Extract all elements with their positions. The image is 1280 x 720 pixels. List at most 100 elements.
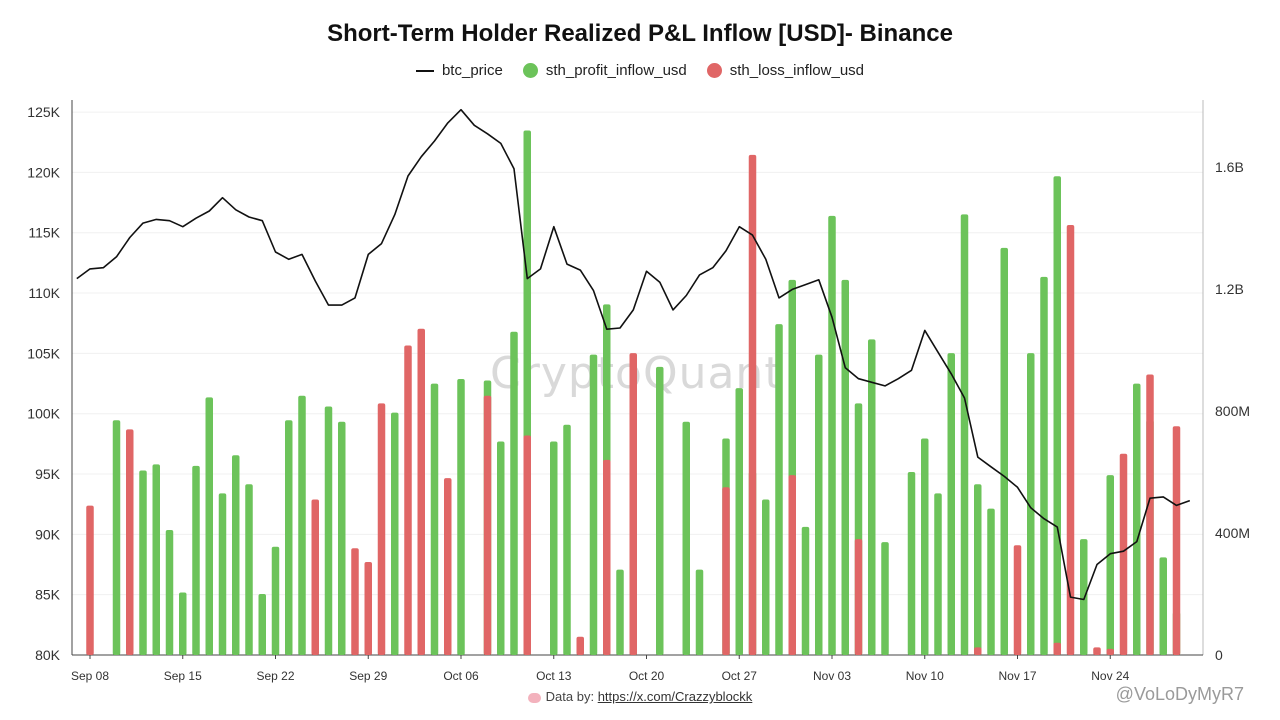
profit-bar: [245, 484, 253, 655]
profit-bar: [881, 542, 889, 655]
profit-bar: [1027, 353, 1035, 655]
profit-bar: [762, 499, 770, 655]
profit-bar: [1040, 276, 1048, 655]
profit-bar: [232, 455, 240, 655]
profit-bar: [165, 529, 174, 655]
profit-bar: [391, 412, 399, 655]
profit-bar: [616, 569, 624, 655]
legend: btc_price sth_profit_inflow_usd sth_loss…: [0, 62, 1280, 79]
loss-bar: [311, 499, 319, 655]
profit-bar: [656, 366, 664, 655]
y-left-tick-label: 85K: [35, 587, 61, 603]
profit-bar: [1000, 247, 1008, 655]
y-right-tick-label: 0: [1215, 647, 1223, 663]
legend-label: sth_loss_inflow_usd: [729, 62, 865, 79]
y-left-tick-label: 115K: [28, 225, 60, 241]
profit-bar: [338, 421, 346, 655]
loss-bar: [444, 478, 452, 655]
x-tick-label: Oct 20: [629, 669, 665, 683]
x-tick-label: Oct 27: [722, 669, 758, 683]
brain-icon: [527, 692, 541, 703]
legend-item-profit[interactable]: sth_profit_inflow_usd: [522, 62, 687, 79]
loss-bar: [364, 561, 372, 655]
profit-bar: [258, 594, 266, 655]
legend-dot-swatch: [522, 63, 538, 78]
y-left-tick-label: 95K: [35, 466, 61, 482]
loss-bar: [1146, 374, 1154, 655]
x-tick-label: Sep 22: [256, 669, 294, 683]
profit-bar: [1159, 557, 1167, 655]
profit-bar: [868, 339, 876, 655]
profit-bar: [192, 465, 200, 655]
legend-line-swatch: [415, 69, 434, 72]
x-tick-label: Sep 08: [71, 669, 109, 683]
loss-bar: [854, 539, 863, 655]
legend-item-btc-price[interactable]: btc_price: [415, 62, 503, 79]
profit-bar: [960, 214, 969, 655]
legend-label: sth_profit_inflow_usd: [545, 62, 687, 79]
profit-bar: [947, 353, 955, 655]
loss-bar: [1172, 426, 1181, 655]
x-tick-label: Nov 03: [813, 669, 851, 683]
profit-bar: [1106, 475, 1114, 655]
footer-link[interactable]: https://x.com/Crazzyblockk: [597, 689, 753, 704]
loss-bar: [722, 487, 730, 655]
profit-bar: [974, 484, 982, 655]
profit-bar: [298, 395, 306, 655]
loss-bar: [404, 345, 412, 655]
profit-bar: [430, 383, 439, 655]
profit-bar: [934, 493, 942, 655]
profit-bar: [801, 526, 810, 655]
profit-bar: [695, 569, 704, 655]
profit-bar: [775, 324, 783, 655]
legend-dot-swatch: [706, 63, 722, 78]
y-left-tick-label: 105K: [27, 345, 60, 361]
x-tick-label: Sep 15: [164, 669, 202, 683]
loss-bar: [1093, 647, 1101, 655]
profit-bar: [324, 406, 333, 655]
profit-bar: [921, 438, 929, 655]
profit-bar: [1053, 176, 1061, 655]
profit-bar: [205, 397, 213, 655]
x-tick-label: Sep 29: [349, 669, 387, 683]
legend-label: btc_price: [441, 62, 503, 79]
profit-bar: [841, 279, 849, 655]
x-tick-label: Oct 13: [536, 669, 572, 683]
chart-title: Short-Term Holder Realized P&L Inflow [U…: [327, 20, 953, 47]
y-left-tick-label: 100K: [27, 406, 60, 422]
loss-bar: [748, 154, 757, 655]
profit-bar: [510, 331, 518, 655]
y-right-tick-label: 400M: [1215, 525, 1250, 541]
y-right-tick-label: 1.6B: [1215, 159, 1244, 175]
x-tick-label: Nov 24: [1091, 669, 1129, 683]
loss-bar: [417, 328, 425, 655]
y-left-tick-label: 120K: [27, 164, 60, 180]
loss-bar: [603, 459, 611, 655]
btc-price-line: [76, 108, 1191, 601]
profit-bar: [285, 420, 293, 655]
footer-attribution: Data by: https://x.com/Crazzyblockk: [0, 689, 1280, 704]
y-left-tick-label: 80K: [35, 647, 61, 663]
loss-bar: [629, 353, 637, 655]
loss-bar: [86, 505, 94, 655]
x-tick-label: Nov 10: [906, 669, 944, 683]
profit-bar: [271, 546, 280, 655]
y-right-tick-label: 1.2B: [1215, 281, 1244, 297]
legend-item-loss[interactable]: sth_loss_inflow_usd: [706, 62, 865, 79]
profit-bar: [1080, 539, 1088, 655]
loss-bar: [974, 647, 982, 655]
profit-bar: [907, 472, 916, 655]
loss-bar: [523, 435, 531, 655]
y-left-tick-label: 110K: [28, 285, 60, 301]
loss-bar: [1066, 225, 1075, 655]
loss-bar: [483, 395, 492, 655]
y-left-tick-label: 125K: [27, 104, 60, 120]
profit-bar: [563, 424, 571, 655]
footer-prefix: Data by:: [545, 689, 598, 704]
loss-bar: [576, 636, 584, 655]
profit-bar: [589, 354, 598, 655]
credit-watermark: @VoLoDyMyR7: [1115, 684, 1244, 704]
loss-bar: [1106, 648, 1114, 655]
profit-bar: [218, 493, 227, 655]
